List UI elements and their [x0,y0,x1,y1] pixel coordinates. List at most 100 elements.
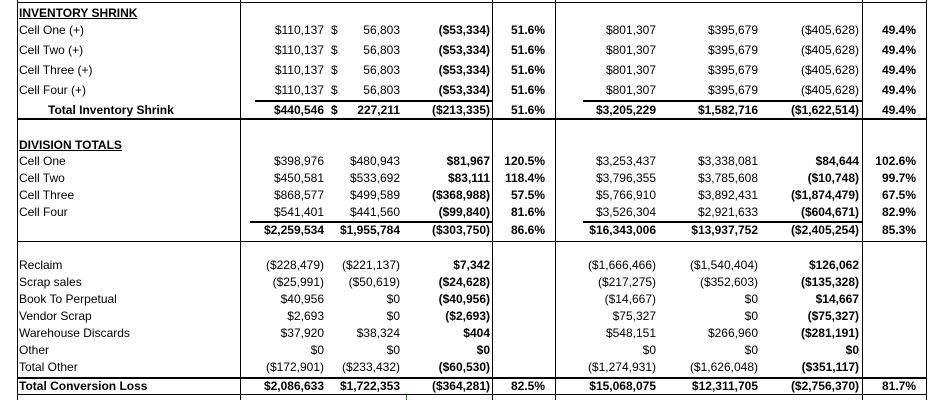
variance-value: $81,967 [446,154,490,168]
row-label: Cell Four (+) [19,83,87,97]
col-border-left [17,0,18,400]
cell-value: $548,151 [605,326,656,340]
cell-value: $0 [744,343,758,357]
cell-value: $0 [642,343,656,357]
cell-value: ($1,626,048) [689,360,758,374]
currency-sign: $ [331,63,338,77]
inventory-total-label: Total Inventory Shrink [48,103,174,117]
row-border-top [17,2,927,3]
percent-value: 102.6% [875,154,916,168]
cell-value: ($172,901) [265,360,324,374]
percent-value: 51.6% [510,63,545,77]
variance-value: ($1,874,479) [790,188,859,202]
row-label: Cell One [19,154,66,168]
variance-value: ($368,988) [431,188,490,202]
variance-value: $7,342 [453,258,490,272]
percent-value: 51.6% [510,43,545,57]
cell-value: $450,581 [273,171,324,185]
cell-value: ($233,432) [341,360,400,374]
conversion-c5: $15,068,075 [589,379,656,393]
cell-value: $3,253,437 [595,154,656,168]
inventory-total-c2-sign: $ [331,103,338,117]
inventory-total-c1: $440,546 [273,103,324,117]
cell-value: $110,137 [274,23,324,37]
row-label: Scrap sales [19,275,82,289]
cell-value: 56,803 [363,43,400,57]
cell-value: $0 [744,309,758,323]
cell-value: $398,976 [273,154,324,168]
row-label: Other [19,343,50,357]
variance-value: ($351,117) [801,360,859,374]
cell-value: ($50,619) [348,275,400,289]
division-total-topline-left [250,221,493,223]
cell-value: $2,693 [287,309,324,323]
col-border-2 [492,0,493,400]
inventory-total-topline-right [583,100,863,102]
inventory-total-underline [17,118,927,119]
cell-value: $40,956 [280,292,324,306]
cell-value: $801,307 [605,63,656,77]
cell-value: $499,589 [349,188,400,202]
percent-value: 57.5% [510,188,545,202]
row-label: Vendor Scrap [19,309,92,323]
cell-value: $395,679 [707,23,758,37]
col-border-right [926,0,927,400]
cell-value: 56,803 [363,63,400,77]
cell-value: $395,679 [707,83,758,97]
currency-sign: $ [331,23,338,37]
conversion-c1: $2,086,633 [263,379,324,393]
inventory-total-c2: 227,211 [357,103,400,117]
percent-value: 118.4% [504,171,545,185]
percent-value: 99.7% [881,171,916,185]
cell-value: $3,796,355 [595,171,656,185]
cell-value: ($221,137) [341,258,400,272]
cell-value: $0 [386,309,400,323]
variance-value: ($10,748) [807,171,859,185]
variance-value: $84,644 [815,154,859,168]
inventory-total-c5: $3,205,229 [595,103,656,117]
division-total-c6: $13,937,752 [691,223,758,237]
cell-value: $266,960 [707,326,758,340]
division-total-diff: ($303,750) [431,223,490,237]
section-header-inventory-shrink: INVENTORY SHRINK [19,6,138,20]
division-total-pct2: 85.3% [881,223,916,237]
inventory-total-diff: ($213,335) [431,103,490,117]
inventory-total-diff2: ($1,622,514) [790,103,859,117]
variance-value: ($53,334) [438,63,490,77]
division-total-pct: 86.6% [510,223,545,237]
division-total-c1: $2,259,534 [263,223,324,237]
cell-value: $533,692 [349,171,400,185]
division-total-diff2: ($2,405,254) [790,223,859,237]
variance-value: ($405,628) [800,83,859,97]
cell-value: $5,766,910 [595,188,656,202]
variance-value: $126,062 [808,258,859,272]
variance-value: ($2,693) [445,309,490,323]
inventory-total-pct: 51.6% [510,103,545,117]
cell-value: $75,327 [612,309,656,323]
percent-value: 49.4% [881,23,916,37]
cell-value: $3,785,608 [697,171,758,185]
cell-value: 56,803 [363,23,400,37]
variance-value: ($53,334) [438,43,490,57]
cell-value: ($228,479) [265,258,324,272]
cell-value: $0 [386,343,400,357]
section-header-division-totals: DIVISION TOTALS [19,138,122,152]
cell-value: $868,577 [273,188,324,202]
currency-sign: $ [331,43,338,57]
cell-value: 56,803 [363,83,400,97]
row-label: Cell Three (+) [19,63,93,77]
cell-value: ($352,603) [699,275,758,289]
cell-value: ($217,275) [597,275,656,289]
variance-value: ($60,530) [438,360,490,374]
section-divider-1 [17,119,927,120]
col-border-bottom-stub [406,395,407,400]
variance-value: ($40,956) [438,292,490,306]
cell-value: $0 [310,343,324,357]
cell-value: $0 [386,292,400,306]
cell-value: $110,137 [274,43,324,57]
col-border-1 [240,0,241,400]
cell-value: $38,324 [356,326,400,340]
variance-value: ($604,671) [800,205,859,219]
percent-value: 81.6% [510,205,545,219]
row-border-bottom [17,394,927,395]
